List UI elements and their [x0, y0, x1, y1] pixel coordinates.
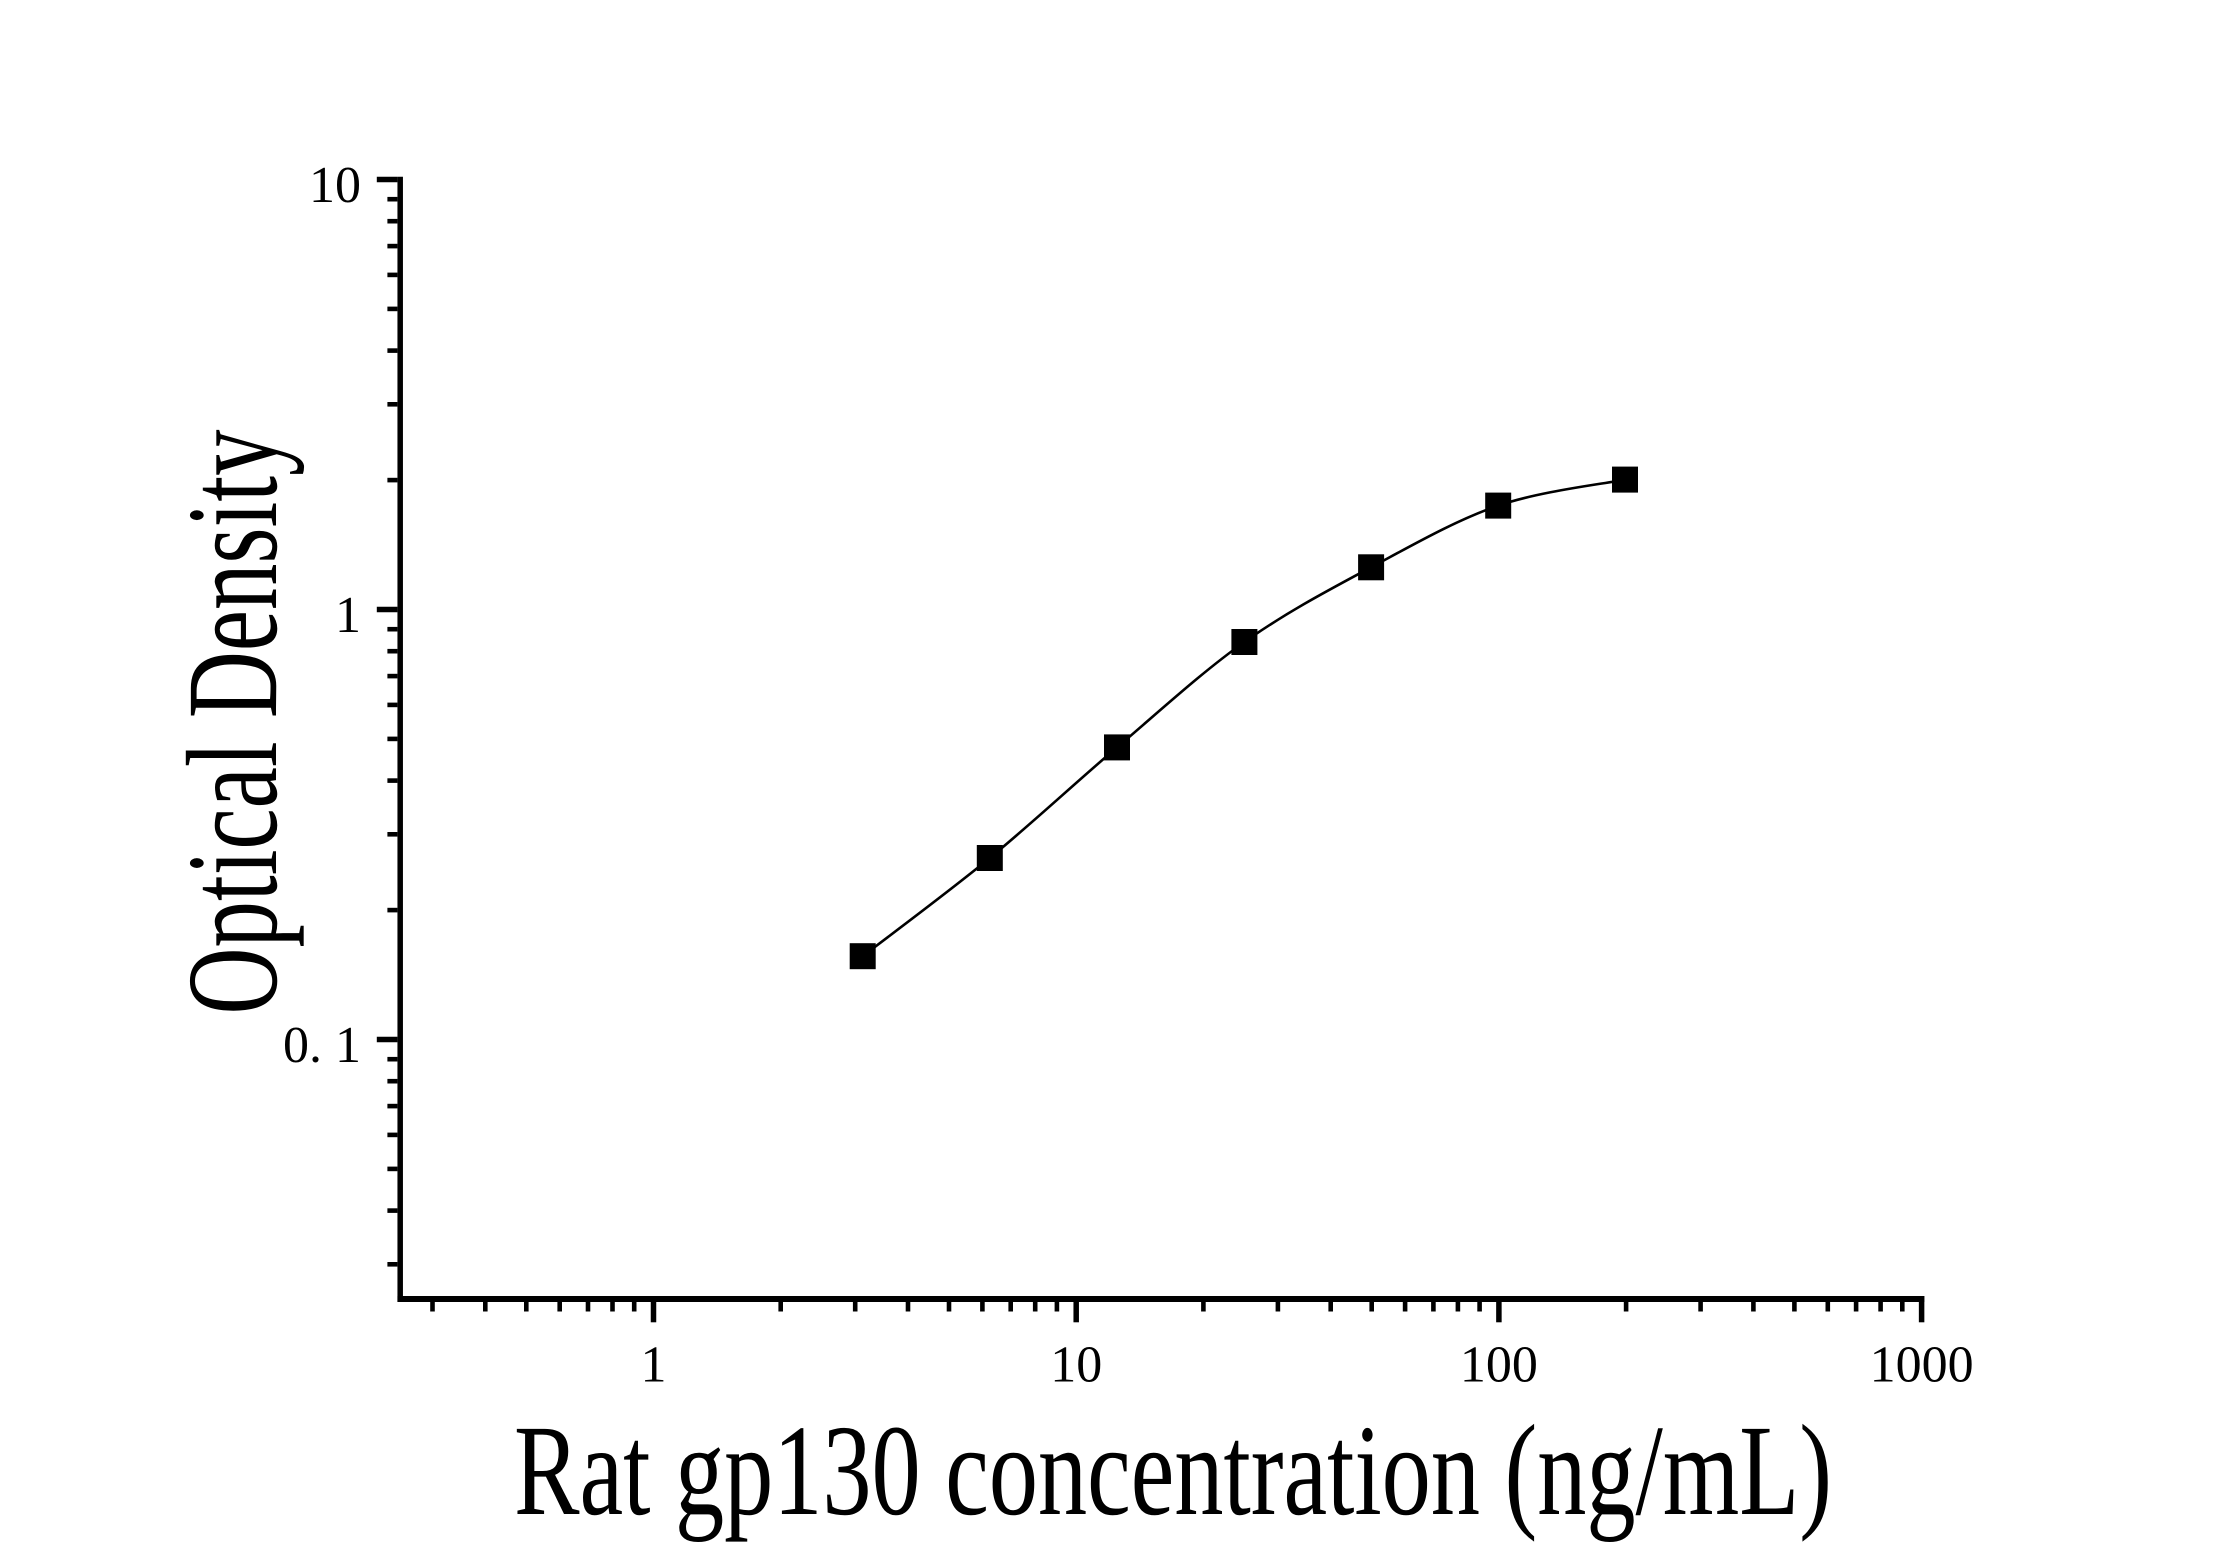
svg-text:Optical Density: Optical Density	[161, 430, 305, 1015]
svg-text:Rat gp130 concentration (ng/mL: Rat gp130 concentration (ng/mL)	[514, 1399, 1832, 1543]
svg-text:1: 1	[335, 587, 361, 644]
svg-text:0. 1: 0. 1	[283, 1017, 361, 1074]
svg-text:10: 10	[1050, 1337, 1102, 1394]
svg-text:100: 100	[1460, 1337, 1538, 1394]
svg-text:1: 1	[641, 1337, 667, 1394]
svg-text:1000: 1000	[1870, 1337, 1974, 1394]
svg-text:10: 10	[309, 157, 361, 214]
